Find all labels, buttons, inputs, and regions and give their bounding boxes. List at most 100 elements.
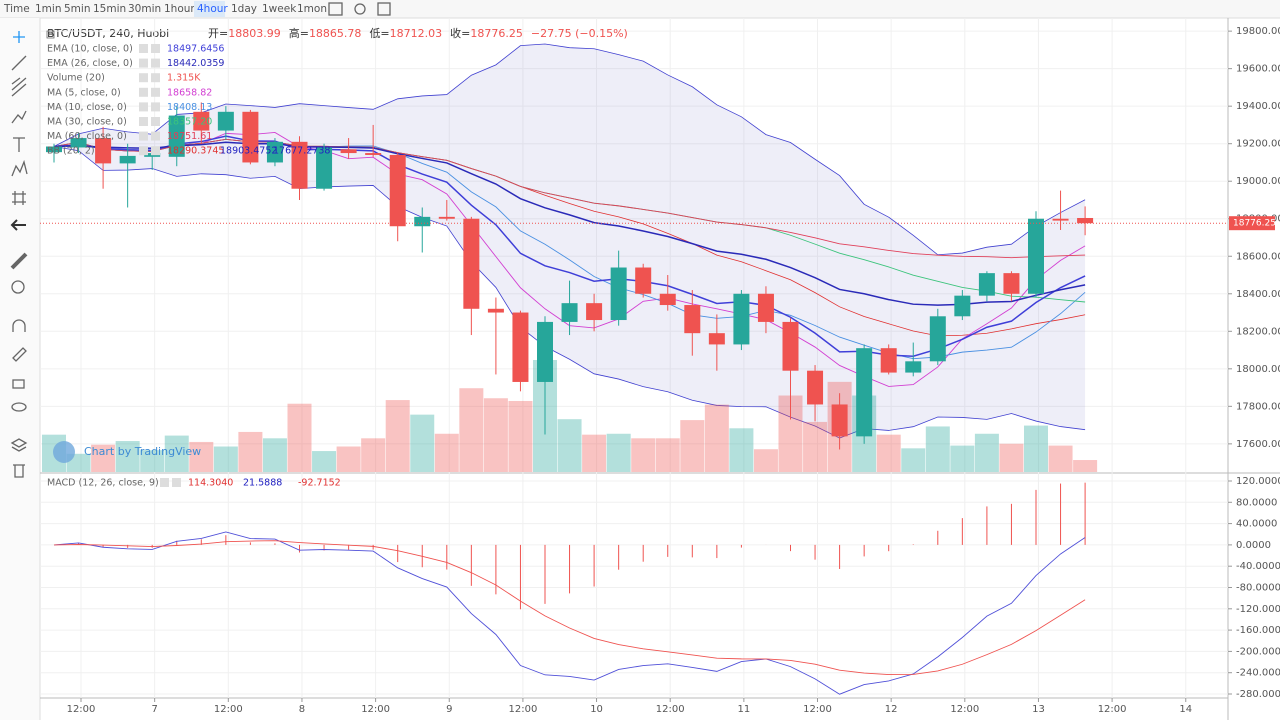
y-tick-label: 19000.00 <box>1236 176 1280 187</box>
interval-button[interactable]: 1week <box>262 3 297 15</box>
candle-body <box>340 149 357 154</box>
pattern-tool[interactable] <box>11 159 28 177</box>
volume-bar <box>262 438 287 472</box>
volume-bar <box>410 414 435 472</box>
x-tick-label: 10 <box>590 704 603 715</box>
volume-bar <box>974 433 999 472</box>
y2-tick-label: -40.0000 <box>1236 561 1280 572</box>
interval-button[interactable]: 1day <box>231 3 257 15</box>
symbol-title: BTC/USDT, 240, Huobi <box>47 27 169 40</box>
interval-button[interactable]: 1hour <box>164 3 195 15</box>
measure-tool[interactable] <box>10 252 28 270</box>
last-price-label: 18776.25 <box>1233 219 1276 229</box>
legend-settings-box[interactable] <box>139 102 148 112</box>
legend-settings-box[interactable] <box>160 478 169 487</box>
legend-settings-box[interactable] <box>139 146 148 156</box>
legend-settings-box[interactable] <box>139 44 148 53</box>
legend-close-box[interactable] <box>172 478 181 487</box>
volume-bar <box>238 431 263 472</box>
prediction-tool[interactable] <box>12 191 26 205</box>
y-tick-label: 19400.00 <box>1236 101 1280 112</box>
legend-name: MACD (12, 26, close, 9) <box>47 478 159 489</box>
interval-button[interactable]: Time <box>3 3 30 15</box>
y2-tick-label: 0.0000 <box>1236 540 1271 551</box>
legend-value: 17677.2738 <box>273 146 330 157</box>
legend-settings-box[interactable] <box>139 58 148 68</box>
layers-tool[interactable] <box>10 438 28 452</box>
candle-body <box>782 321 799 371</box>
legend-close-box[interactable] <box>151 44 160 53</box>
legend-name: MA (10, close, 0) <box>47 102 127 113</box>
interval-button[interactable]: 1min <box>35 3 61 15</box>
back-arrow[interactable] <box>10 219 26 231</box>
candle-body <box>1077 217 1094 224</box>
drawing-tools <box>10 31 28 478</box>
legend-settings-box[interactable] <box>139 117 148 126</box>
volume-bar <box>312 451 337 472</box>
legend-close-box[interactable] <box>151 87 160 97</box>
legend-settings-box[interactable] <box>139 131 148 141</box>
signal-line <box>53 540 1086 676</box>
stay-drawing-tool[interactable] <box>12 347 27 362</box>
delete-tool[interactable] <box>13 464 25 478</box>
x-tick-label: 13 <box>1032 704 1045 715</box>
y-tick-label: 18000.00 <box>1236 364 1280 375</box>
volume-bar <box>115 441 140 472</box>
y2-tick-label: -120.0000 <box>1236 604 1280 615</box>
x-tick-label: 8 <box>299 704 305 715</box>
y-tick-label: 18200.00 <box>1236 326 1280 337</box>
zoom-tool[interactable] <box>11 280 25 294</box>
legend-value: 18497.6456 <box>167 44 224 55</box>
y-tick-label: 18600.00 <box>1236 251 1280 262</box>
legend-close-box[interactable] <box>151 102 160 112</box>
candle-body <box>70 138 87 148</box>
candle-body <box>95 138 112 164</box>
volume-bar <box>704 404 729 472</box>
hide-tool[interactable] <box>11 402 27 412</box>
settings-button[interactable] <box>354 3 366 15</box>
interval-button[interactable]: 5min <box>64 3 90 15</box>
x-tick-label: 11 <box>737 704 750 715</box>
interval-button[interactable]: 15min <box>93 3 126 15</box>
ohlc-label: 开= <box>208 27 228 40</box>
legend-settings-box[interactable] <box>139 87 148 97</box>
candle-body <box>733 293 750 345</box>
screenshot-button[interactable] <box>377 2 391 16</box>
volume-bar <box>336 446 361 472</box>
crosshair-tool[interactable] <box>13 31 25 43</box>
ohlc-label: 高= <box>289 26 309 40</box>
interval-button[interactable]: 30min <box>128 3 161 15</box>
legend-close-box[interactable] <box>151 117 160 126</box>
legend-close-box[interactable] <box>151 73 160 83</box>
legend-close-box[interactable] <box>151 131 160 141</box>
ohlc-value: 18712.03 <box>390 27 443 40</box>
candle-body <box>561 303 578 322</box>
candle-body <box>193 111 210 131</box>
lock-tool[interactable] <box>12 379 25 389</box>
chart-type-button[interactable] <box>328 2 343 16</box>
volume-bar <box>91 444 116 472</box>
volume-bar <box>925 426 950 472</box>
brush-tool[interactable] <box>11 110 27 124</box>
candle-body <box>659 293 676 306</box>
x-tick-label: 7 <box>151 704 157 715</box>
legend-close-box[interactable] <box>151 58 160 68</box>
y2-tick-label: 40.0000 <box>1236 519 1277 530</box>
volume-bar <box>1048 445 1073 472</box>
fib-tool[interactable] <box>11 77 27 97</box>
legend-value: 18903.4752 <box>220 146 277 157</box>
trend-line-tool[interactable] <box>11 55 27 71</box>
legend-close-box[interactable] <box>151 146 160 156</box>
interval-button[interactable]: 4hour <box>197 3 228 15</box>
candle-body <box>316 147 333 189</box>
legend-name: MA (30, close, 0) <box>47 117 127 128</box>
interval-button[interactable]: 1mon <box>297 3 327 15</box>
volume-bar <box>655 438 680 472</box>
x-tick-label: 12:00 <box>67 704 96 715</box>
candle-body <box>291 141 308 189</box>
magnet-tool[interactable] <box>12 319 26 332</box>
text-tool[interactable] <box>13 137 25 152</box>
y2-tick-label: -240.0000 <box>1236 668 1280 679</box>
ohlc-label: 低= <box>369 27 389 40</box>
legend-settings-box[interactable] <box>139 73 148 83</box>
